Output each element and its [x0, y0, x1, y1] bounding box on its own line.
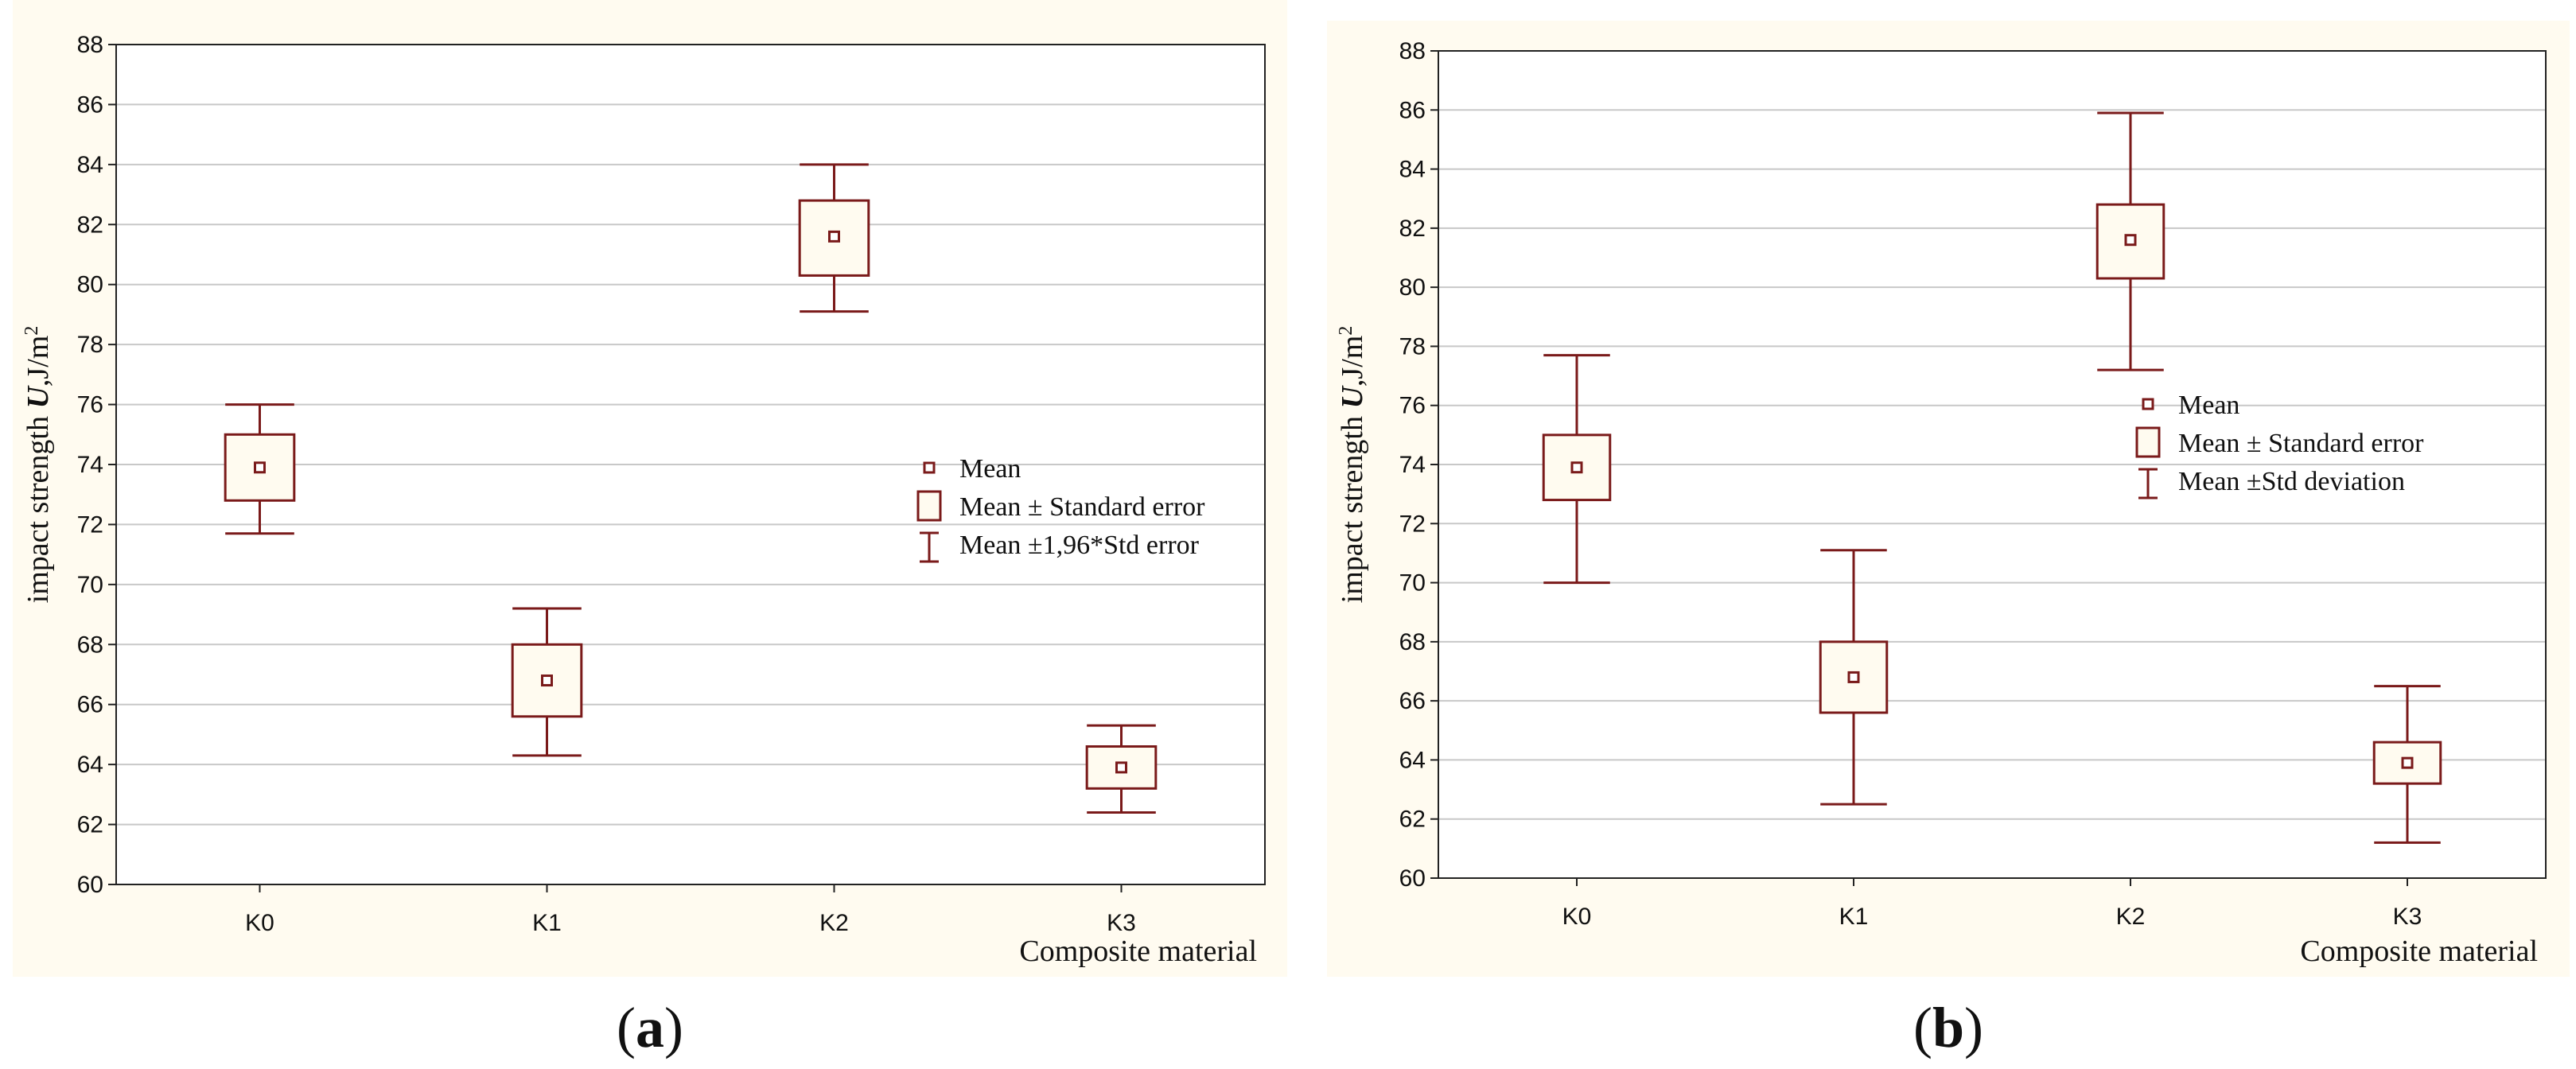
y-tick-label: 64 — [1399, 747, 1426, 773]
legend-box-icon — [2135, 426, 2161, 458]
y-tick-label: 60 — [1399, 865, 1426, 892]
x-tick-label: K2 — [2116, 904, 2146, 930]
mean-point — [1570, 461, 1583, 474]
box-K2 — [798, 163, 870, 313]
y-tick-label: 74 — [1399, 452, 1426, 478]
panel-label: (b) — [1913, 996, 1983, 1059]
y-tick-label: 82 — [77, 212, 103, 238]
panel-label: (a) — [617, 996, 683, 1059]
y-tick-label: 86 — [77, 91, 103, 118]
y-tick-label: 72 — [1399, 511, 1426, 537]
x-axis-title: Composite material — [2300, 935, 2538, 968]
box-K3 — [2372, 685, 2442, 844]
box-K2 — [2095, 111, 2165, 371]
chart-panel-a: 60 62 64 66 68 70 72 74 76 78 80 82 84 86 88 K0 K1 K2 K3Co… — [13, 0, 1287, 1059]
x-tick-label: K1 — [1839, 904, 1869, 930]
y-tick-label: 78 — [77, 332, 103, 358]
mean-point — [2124, 234, 2137, 247]
y-tick-label: 78 — [1399, 333, 1426, 360]
legend-mean-icon — [2142, 398, 2154, 410]
mean-point — [541, 674, 553, 687]
legend-label: Mean ±1,96*Std error — [959, 531, 1200, 560]
box-K1 — [511, 607, 583, 757]
y-tick-label: 68 — [1399, 629, 1426, 655]
std-error-box — [798, 199, 870, 277]
axes-frame — [115, 44, 1266, 885]
legend-box-icon — [916, 490, 942, 522]
y-tick-label: 88 — [77, 32, 103, 58]
x-tick-label: K3 — [2393, 904, 2422, 930]
mean-point — [1847, 671, 1860, 683]
y-tick-label: 82 — [1399, 216, 1426, 242]
box-K3 — [1085, 724, 1158, 814]
y-tick-label: 84 — [1399, 157, 1426, 183]
box-K0 — [1542, 354, 1612, 585]
std-error-box — [2095, 203, 2165, 280]
y-tick-label: 76 — [77, 392, 103, 418]
legend-mean-icon — [923, 461, 936, 474]
legend-label: Mean — [959, 454, 1021, 484]
y-tick-label: 60 — [77, 872, 103, 898]
y-tick-label: 64 — [77, 752, 103, 778]
y-tick-label: 74 — [77, 452, 103, 478]
y-axis-title: impact strength U,J/m2 — [21, 326, 55, 604]
y-tick-label: 62 — [1399, 807, 1426, 833]
y-tick-label: 70 — [1399, 570, 1426, 597]
std-error-box — [2372, 741, 2442, 785]
mean-point — [254, 461, 266, 474]
legend-label: Mean ± Standard error — [2178, 429, 2424, 458]
legend: Mean Mean ± Standard error Mean ±1,96*Std … — [916, 454, 1205, 563]
y-tick-label: 70 — [77, 572, 103, 598]
y-tick-label: 68 — [77, 632, 103, 658]
y-tick-label: 62 — [77, 812, 103, 838]
x-tick-label: K1 — [532, 910, 562, 936]
x-tick-label: K0 — [1562, 904, 1592, 930]
y-tick-label: 76 — [1399, 393, 1426, 419]
y-tick-label: 86 — [1399, 97, 1426, 123]
y-tick-label: 88 — [1399, 38, 1426, 64]
box-K0 — [224, 403, 296, 535]
legend-label: Mean ±Std deviation — [2178, 467, 2405, 496]
x-tick-label: K2 — [819, 910, 849, 936]
box-K1 — [1819, 549, 1889, 806]
y-tick-label: 66 — [77, 692, 103, 718]
y-tick-label: 80 — [77, 272, 103, 298]
mean-point — [1115, 761, 1127, 774]
legend-label: Mean — [2178, 391, 2239, 420]
y-tick-label: 84 — [77, 152, 103, 178]
mean-point — [2401, 756, 2414, 769]
y-tick-label: 72 — [77, 511, 103, 538]
x-tick-label: K3 — [1107, 910, 1136, 936]
chart-panel-b: 60 62 64 66 68 70 72 74 76 78 80 82 84 86 88 K0 K1 K2 K3 Co… — [1327, 21, 2570, 1059]
y-axis-title: impact strength U,J/m2 — [1336, 326, 1369, 604]
legend-label: Mean ± Standard error — [959, 492, 1205, 522]
legend: Mean Mean ± Standard error Mean ±Std devia… — [2135, 391, 2424, 500]
x-axis-title: Composite material — [1019, 935, 1257, 968]
x-tick-label: K0 — [245, 910, 274, 936]
y-tick-label: 66 — [1399, 688, 1426, 714]
y-tick-label: 80 — [1399, 274, 1426, 301]
mean-point — [828, 230, 840, 243]
axes-frame — [1438, 50, 2547, 879]
